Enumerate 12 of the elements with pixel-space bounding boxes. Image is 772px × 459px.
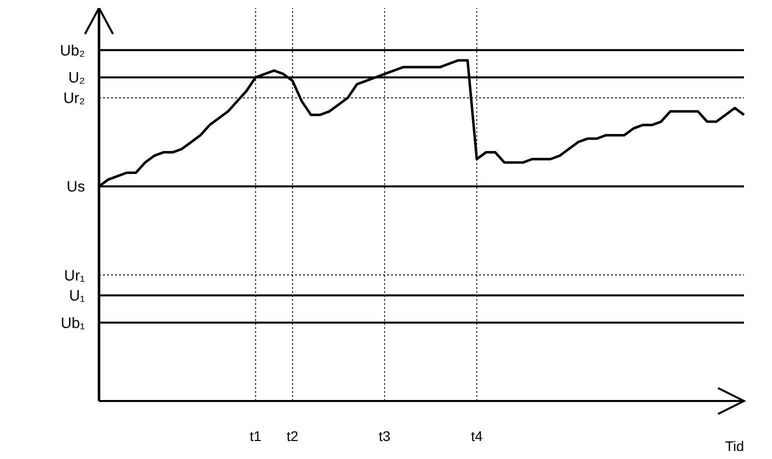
ref-line-label: U₁ — [69, 288, 85, 305]
ref-line-label: Ur₁ — [64, 267, 85, 284]
x-tick-label: t3 — [378, 428, 391, 444]
x-axis-title: Tid — [725, 438, 744, 454]
ref-line-label: U₂ — [68, 70, 86, 87]
ref-line-label: Ub₁ — [60, 314, 85, 332]
x-tick-label: t1 — [250, 428, 262, 444]
ref-line-label: Ub₂ — [60, 42, 86, 60]
ref-line-label: Ur₂ — [63, 90, 86, 108]
ref-line-label: Us — [66, 178, 85, 196]
x-tick-label: t4 — [470, 428, 483, 444]
x-tick-label: t2 — [286, 428, 299, 444]
